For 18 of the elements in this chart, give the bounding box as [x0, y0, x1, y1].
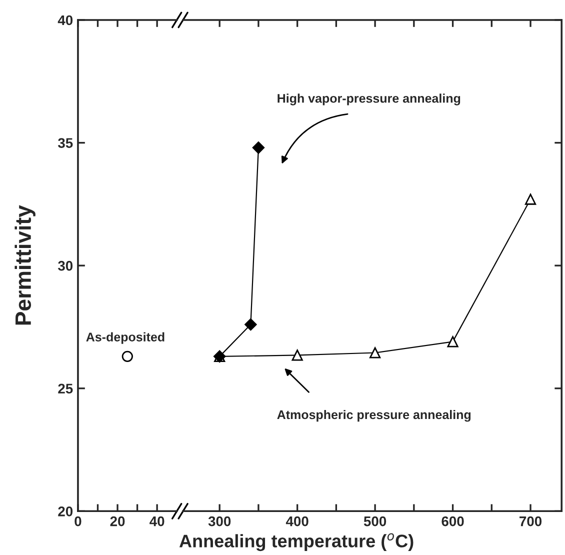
annotation: Atmospheric pressure annealing — [277, 410, 471, 422]
x-tick-label: 40 — [150, 516, 164, 526]
x-tick-label: 20 — [110, 516, 125, 526]
x-tick-label: 600 — [442, 516, 464, 526]
annotation: High vapor-pressure annealing — [278, 94, 460, 106]
annotation: As-deposited — [86, 332, 164, 344]
y-axis-title: Permittivity — [14, 205, 36, 325]
x-tick-label: 400 — [286, 516, 308, 526]
y-tick-label: 25 — [58, 384, 73, 394]
x-tick-label: 0 — [74, 516, 82, 526]
x-axis-title: Annealing temperature ($^{o}$C) — [179, 533, 414, 552]
y-tick-label: 40 — [58, 15, 73, 26]
y-tick-label: 30 — [58, 260, 73, 271]
y-tick-label: 35 — [58, 138, 73, 148]
x-tick-label: 700 — [520, 516, 542, 526]
x-tick-label: 500 — [364, 516, 386, 526]
y-tick-label: 20 — [58, 506, 73, 516]
x-tick-label: 300 — [208, 516, 231, 526]
